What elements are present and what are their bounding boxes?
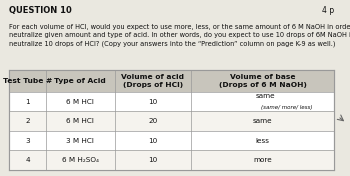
- Text: 3: 3: [25, 138, 30, 144]
- Text: less: less: [256, 138, 270, 144]
- FancyBboxPatch shape: [9, 111, 334, 131]
- Text: QUESTION 10: QUESTION 10: [9, 6, 71, 15]
- Text: Test Tube #: Test Tube #: [3, 78, 52, 84]
- FancyBboxPatch shape: [9, 70, 334, 170]
- FancyBboxPatch shape: [9, 150, 334, 170]
- Text: 1: 1: [25, 99, 30, 105]
- Text: 20: 20: [148, 118, 158, 124]
- Text: same: same: [256, 93, 275, 99]
- Text: 10: 10: [148, 138, 158, 144]
- Text: 6 M HCl: 6 M HCl: [66, 99, 94, 105]
- Text: 6 M HCl: 6 M HCl: [66, 118, 94, 124]
- Text: 4: 4: [25, 157, 30, 163]
- Text: 3 M HCl: 3 M HCl: [66, 138, 94, 144]
- Text: For each volume of HCl, would you expect to use more, less, or the same amount o: For each volume of HCl, would you expect…: [9, 24, 350, 47]
- Text: 10: 10: [148, 157, 158, 163]
- Text: same: same: [253, 118, 272, 124]
- Text: more: more: [253, 157, 272, 163]
- Text: 4 p: 4 p: [322, 6, 334, 15]
- Text: 10: 10: [148, 99, 158, 105]
- Text: (same/ more/ less): (same/ more/ less): [261, 105, 313, 110]
- Text: 2: 2: [25, 118, 30, 124]
- Text: Volume of acid
(Drops of HCl): Volume of acid (Drops of HCl): [121, 74, 184, 88]
- Text: 6 M H₂SO₄: 6 M H₂SO₄: [62, 157, 99, 163]
- FancyBboxPatch shape: [9, 70, 334, 92]
- Text: Volume of base
(Drops of 6 M NaOH): Volume of base (Drops of 6 M NaOH): [219, 74, 307, 88]
- Text: Type of Acid: Type of Acid: [55, 78, 106, 84]
